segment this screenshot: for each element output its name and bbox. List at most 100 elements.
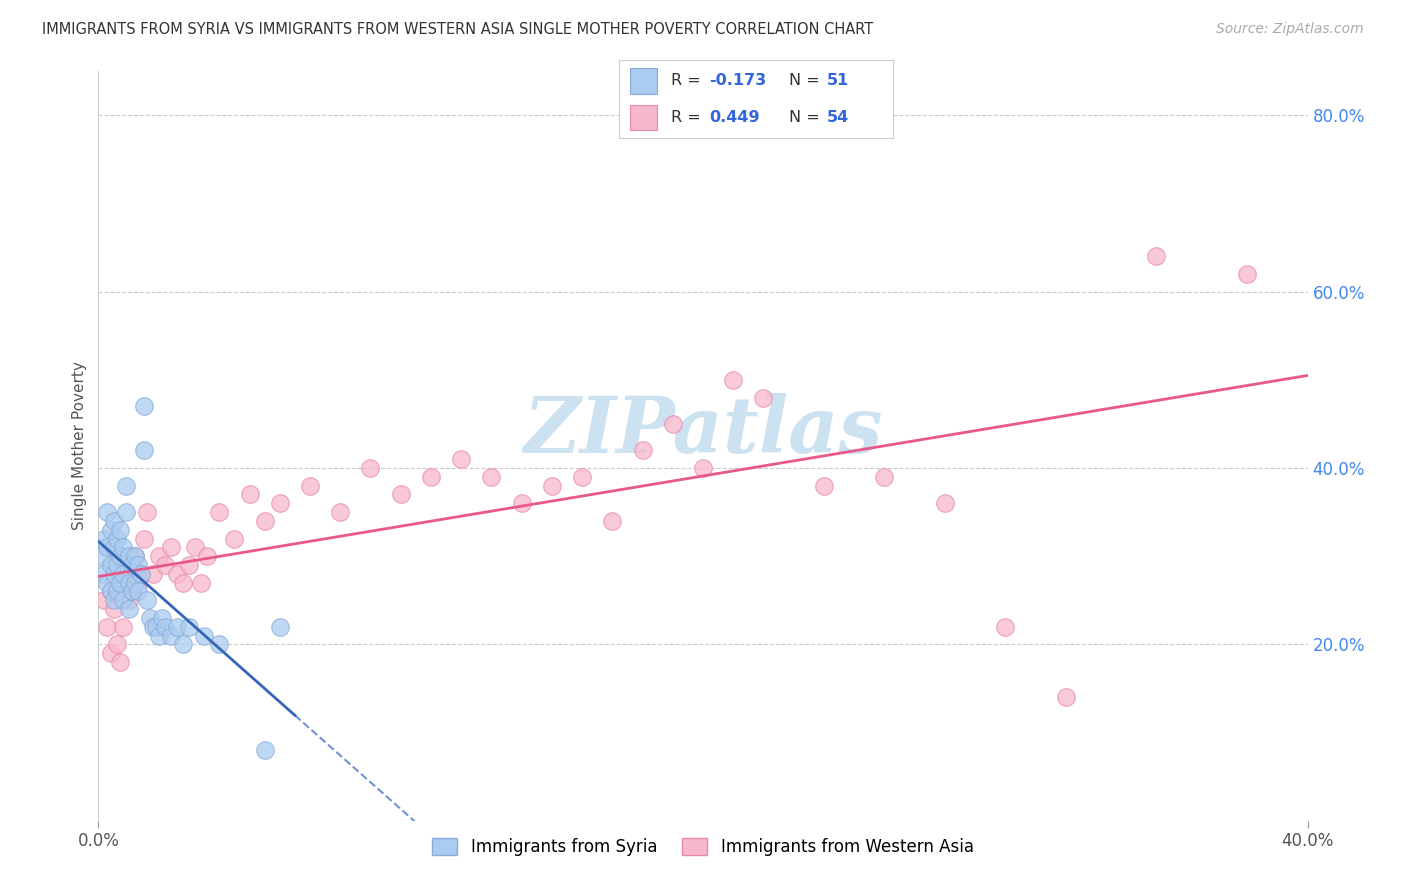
Point bbox=[103, 541, 125, 555]
Point bbox=[118, 575, 141, 590]
Point bbox=[190, 575, 212, 590]
Point bbox=[90, 549, 112, 564]
Point bbox=[208, 505, 231, 519]
Point bbox=[114, 566, 136, 581]
Point bbox=[96, 541, 118, 555]
Text: 51: 51 bbox=[827, 73, 849, 88]
Point bbox=[132, 400, 155, 414]
Point bbox=[723, 373, 745, 387]
Point bbox=[148, 549, 170, 564]
Point bbox=[124, 575, 146, 590]
Point bbox=[1144, 250, 1167, 264]
Point bbox=[269, 620, 291, 634]
Point bbox=[139, 611, 162, 625]
Point bbox=[150, 611, 173, 625]
Point bbox=[224, 532, 246, 546]
Point bbox=[96, 505, 118, 519]
Point bbox=[135, 593, 157, 607]
Point bbox=[105, 584, 128, 599]
Point bbox=[269, 496, 291, 510]
Point bbox=[172, 575, 194, 590]
Point bbox=[1236, 267, 1258, 281]
Point bbox=[166, 620, 188, 634]
Text: N =: N = bbox=[789, 110, 824, 125]
Point bbox=[111, 593, 134, 607]
Point bbox=[135, 505, 157, 519]
Point bbox=[127, 584, 149, 599]
Point bbox=[118, 593, 141, 607]
Point bbox=[114, 478, 136, 492]
Point bbox=[111, 566, 134, 581]
Point bbox=[195, 549, 218, 564]
Point bbox=[934, 496, 956, 510]
Point bbox=[121, 584, 143, 599]
Point bbox=[184, 541, 207, 555]
Text: R =: R = bbox=[671, 110, 706, 125]
Point bbox=[93, 566, 115, 581]
Point bbox=[132, 443, 155, 458]
Point bbox=[540, 478, 562, 492]
Point bbox=[129, 566, 152, 581]
Point bbox=[142, 566, 165, 581]
Point bbox=[100, 523, 122, 537]
Text: Source: ZipAtlas.com: Source: ZipAtlas.com bbox=[1216, 22, 1364, 37]
Point bbox=[93, 593, 115, 607]
Point bbox=[360, 461, 382, 475]
Point bbox=[752, 391, 775, 405]
Point bbox=[100, 584, 122, 599]
Point bbox=[994, 620, 1017, 634]
Text: ZIPatlas: ZIPatlas bbox=[523, 392, 883, 469]
Text: N =: N = bbox=[789, 73, 824, 88]
Point bbox=[142, 620, 165, 634]
Point bbox=[450, 452, 472, 467]
Point bbox=[510, 496, 533, 510]
Point bbox=[111, 620, 134, 634]
Point bbox=[96, 575, 118, 590]
Point bbox=[299, 478, 322, 492]
Bar bbox=[630, 69, 657, 94]
Point bbox=[153, 558, 176, 572]
Point bbox=[329, 505, 352, 519]
Point bbox=[160, 628, 183, 642]
Point bbox=[118, 549, 141, 564]
Point bbox=[121, 584, 143, 599]
Point bbox=[389, 487, 412, 501]
Point bbox=[100, 646, 122, 660]
Point bbox=[179, 558, 201, 572]
Point bbox=[103, 602, 125, 616]
Point bbox=[166, 566, 188, 581]
Text: R =: R = bbox=[671, 73, 706, 88]
Point bbox=[253, 743, 276, 757]
Point bbox=[105, 637, 128, 651]
Point bbox=[124, 549, 146, 564]
Point bbox=[873, 470, 896, 484]
Point bbox=[420, 470, 443, 484]
Point bbox=[100, 558, 122, 572]
Point bbox=[253, 514, 276, 528]
Point bbox=[93, 532, 115, 546]
Point bbox=[631, 443, 654, 458]
Text: IMMIGRANTS FROM SYRIA VS IMMIGRANTS FROM WESTERN ASIA SINGLE MOTHER POVERTY CORR: IMMIGRANTS FROM SYRIA VS IMMIGRANTS FROM… bbox=[42, 22, 873, 37]
Point bbox=[813, 478, 835, 492]
Point bbox=[172, 637, 194, 651]
Point bbox=[111, 541, 134, 555]
Point bbox=[239, 487, 262, 501]
Point bbox=[129, 566, 152, 581]
Y-axis label: Single Mother Poverty: Single Mother Poverty bbox=[72, 361, 87, 531]
Point bbox=[160, 541, 183, 555]
Legend: Immigrants from Syria, Immigrants from Western Asia: Immigrants from Syria, Immigrants from W… bbox=[425, 830, 981, 864]
Point bbox=[124, 549, 146, 564]
Point bbox=[118, 602, 141, 616]
Point bbox=[127, 575, 149, 590]
Point bbox=[481, 470, 503, 484]
Point bbox=[602, 514, 624, 528]
Point bbox=[114, 505, 136, 519]
Point bbox=[103, 514, 125, 528]
Point bbox=[105, 532, 128, 546]
Text: -0.173: -0.173 bbox=[709, 73, 766, 88]
Point bbox=[193, 628, 215, 642]
Point bbox=[108, 655, 131, 669]
Point bbox=[105, 558, 128, 572]
Point bbox=[179, 620, 201, 634]
Bar bbox=[630, 105, 657, 130]
